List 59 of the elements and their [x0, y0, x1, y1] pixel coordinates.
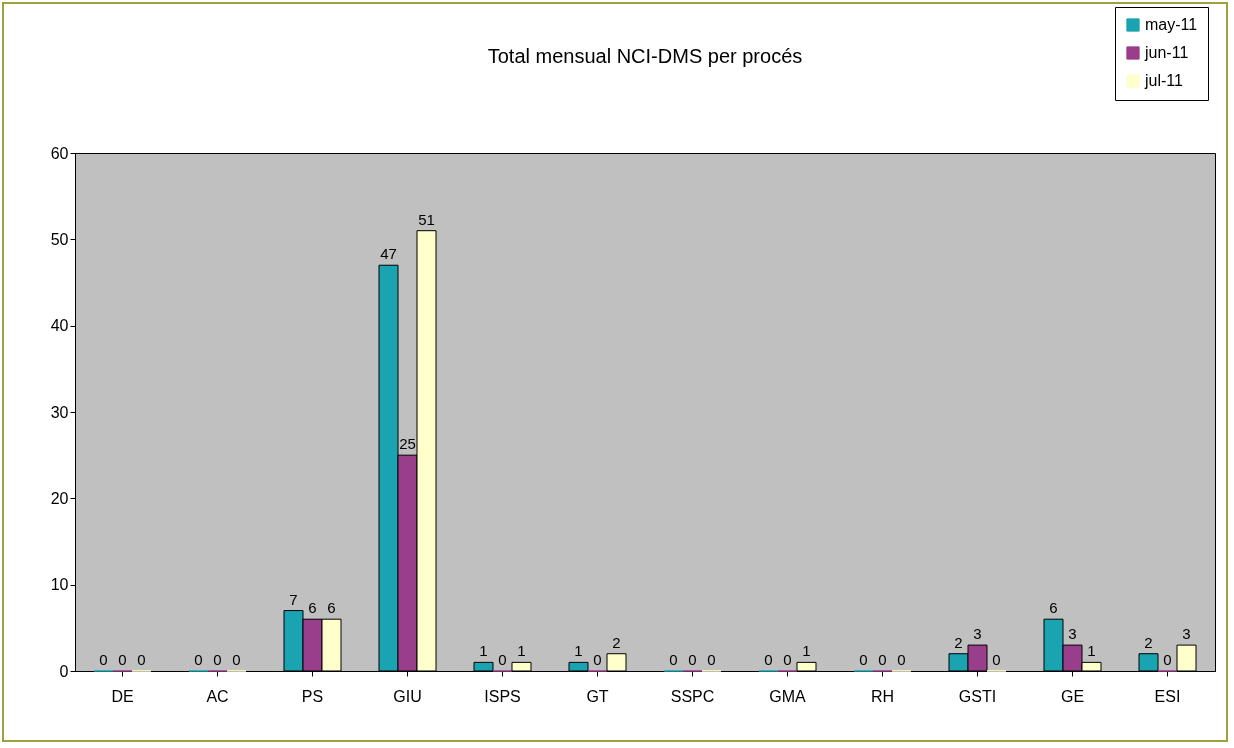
- data-label: 1: [479, 642, 488, 660]
- data-label: 6: [327, 599, 336, 617]
- y-tick-label: 10: [50, 576, 69, 594]
- data-label: 0: [764, 651, 773, 668]
- y-tick-label: 20: [50, 489, 69, 507]
- y-tick-label: 30: [50, 403, 69, 421]
- data-label: 0: [783, 651, 792, 668]
- y-tick-label: 0: [59, 662, 69, 680]
- data-label: 0: [688, 651, 697, 668]
- data-label: 6: [1049, 599, 1058, 617]
- data-label: 25: [399, 435, 416, 453]
- data-label: 1: [517, 642, 526, 660]
- x-tick-label: ISPS: [484, 687, 521, 705]
- x-tick-label: AC: [206, 687, 229, 705]
- x-tick-label: ESI: [1154, 687, 1181, 705]
- data-label: 2: [1144, 633, 1153, 651]
- data-label: 3: [1182, 625, 1191, 643]
- data-label: 1: [802, 642, 811, 660]
- y-tick-label: 50: [50, 230, 69, 248]
- data-label: 3: [973, 625, 982, 643]
- data-label: 7: [289, 590, 298, 608]
- x-tick-label: GMA: [769, 687, 807, 705]
- legend-label: jun-11: [1144, 44, 1189, 61]
- data-label: 0: [232, 651, 241, 668]
- data-label: 0: [118, 651, 127, 668]
- chart-title: Total mensual NCI-DMS per procés: [487, 44, 803, 67]
- x-tick-label: GT: [586, 687, 609, 705]
- legend-label: jul-11: [1144, 72, 1184, 89]
- data-label: 0: [992, 651, 1001, 668]
- y-tick-label: 60: [50, 144, 69, 162]
- data-label: 0: [707, 651, 716, 668]
- data-label: 0: [213, 651, 222, 668]
- data-label: 1: [574, 642, 583, 660]
- data-label: 0: [593, 651, 602, 668]
- data-label: 0: [897, 651, 906, 668]
- data-label: 3: [1068, 625, 1077, 643]
- data-label: 0: [878, 651, 887, 668]
- x-tick-label: RH: [870, 687, 895, 705]
- x-tick-label: GSTI: [958, 687, 997, 705]
- x-tick-label: GE: [1060, 687, 1085, 705]
- data-label: 1: [1087, 642, 1096, 660]
- data-label: 0: [194, 651, 203, 668]
- x-tick-label: GIU: [393, 687, 422, 705]
- data-label: 47: [380, 245, 397, 263]
- data-label: 0: [99, 651, 108, 668]
- data-label: 0: [137, 651, 146, 668]
- y-tick-label: 40: [50, 317, 69, 335]
- data-label: 0: [859, 651, 868, 668]
- x-tick-label: DE: [111, 687, 134, 705]
- data-label: 0: [669, 651, 678, 668]
- data-label: 0: [498, 651, 507, 668]
- x-tick-label: PS: [301, 687, 324, 705]
- data-label: 0: [1163, 651, 1172, 668]
- data-label: 2: [954, 633, 963, 651]
- legend-label: may-11: [1145, 16, 1198, 33]
- data-label: 2: [612, 633, 621, 651]
- x-tick-label: SSPC: [670, 687, 715, 705]
- data-label: 6: [308, 599, 317, 617]
- data-label: 51: [418, 210, 435, 228]
